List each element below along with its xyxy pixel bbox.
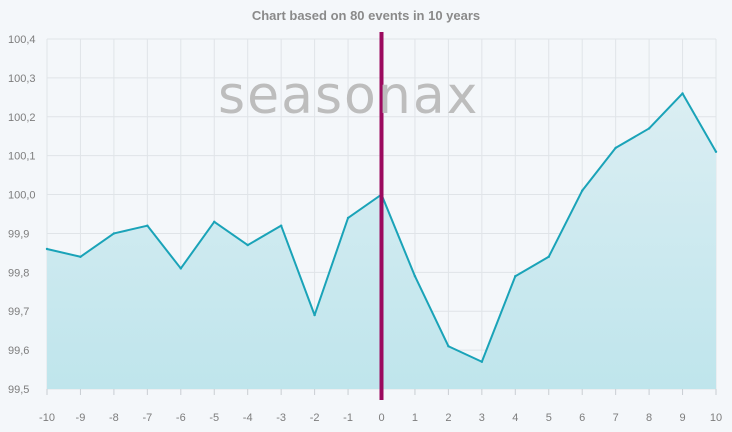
y-tick-label: 99,6	[8, 345, 29, 357]
x-tick-label: 10	[710, 412, 722, 424]
x-tick-label: 8	[646, 412, 652, 424]
x-tick-label: -10	[39, 412, 55, 424]
data-point	[146, 224, 149, 227]
x-tick-label: 4	[512, 412, 518, 424]
data-point	[681, 92, 684, 95]
x-tick-label: 0	[378, 412, 384, 424]
x-tick-label: 2	[445, 412, 451, 424]
data-point	[413, 275, 417, 278]
y-tick-label: 99,5	[8, 384, 29, 396]
x-tick-label: -6	[176, 412, 186, 424]
x-tick-label: -4	[243, 412, 253, 424]
x-tick-label: 1	[412, 412, 418, 424]
x-tick-label: 3	[479, 412, 485, 424]
data-point	[514, 275, 517, 278]
data-point	[447, 345, 450, 348]
x-tick-label: 9	[679, 412, 685, 424]
data-point	[480, 360, 484, 363]
data-point	[112, 232, 116, 235]
x-tick-label: -2	[310, 412, 320, 424]
data-point	[179, 267, 182, 270]
y-tick-label: 100,2	[8, 112, 36, 124]
data-point	[581, 189, 584, 192]
y-tick-label: 100,0	[8, 190, 36, 202]
x-tick-label: -7	[142, 412, 152, 424]
y-tick-label: 100,4	[8, 34, 36, 46]
y-tick-label: 100,1	[8, 151, 36, 163]
x-tick-label: 6	[579, 412, 585, 424]
y-tick-label: 99,7	[8, 306, 29, 318]
data-point	[213, 220, 216, 223]
chart-title: Chart based on 80 events in 10 years	[251, 8, 481, 23]
seasonax-watermark-logo: seasonax	[218, 66, 480, 126]
x-tick-label: 5	[546, 412, 552, 424]
data-point	[313, 313, 316, 317]
data-point	[714, 150, 718, 153]
x-tick-label: -5	[209, 412, 219, 424]
x-tick-label: -9	[76, 412, 86, 424]
data-point	[346, 216, 350, 220]
data-point	[279, 224, 283, 227]
x-tick-label: -8	[109, 412, 119, 424]
data-point	[647, 127, 651, 130]
y-tick-label: 99,9	[8, 228, 29, 240]
y-tick-label: 99,8	[8, 267, 29, 279]
x-tick-label: 7	[613, 412, 619, 424]
x-tick-label: -3	[276, 412, 286, 424]
x-tick-label: -1	[343, 412, 353, 424]
data-point	[45, 247, 49, 251]
data-point	[547, 255, 550, 258]
y-tick-label: 100,3	[8, 73, 36, 85]
data-point	[614, 146, 617, 150]
data-point	[246, 243, 249, 247]
data-point	[79, 255, 82, 258]
